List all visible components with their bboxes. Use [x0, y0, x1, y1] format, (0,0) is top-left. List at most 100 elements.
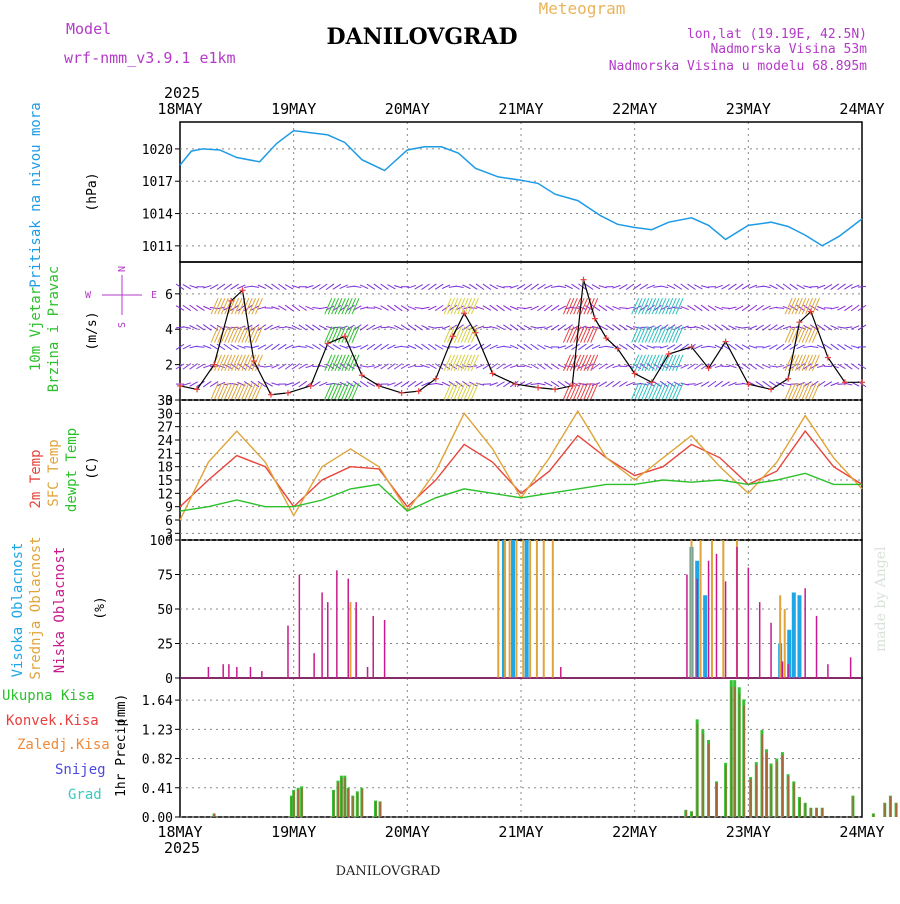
wind-arrow [468, 355, 475, 371]
compass-label: N [117, 266, 128, 272]
wind-arrow [537, 284, 545, 289]
precip-conv-bar [788, 776, 790, 817]
panel-frame [180, 400, 862, 540]
wind-arrow [844, 345, 852, 349]
precip-conv-bar [805, 803, 807, 817]
wind-arrow [722, 382, 730, 387]
precip-conv-bar [375, 801, 377, 817]
wind-arrow [789, 298, 796, 314]
precip-conv-bar [344, 778, 346, 817]
wind-arrow [183, 284, 191, 289]
bottom-time-label: 22MAY [612, 823, 657, 841]
wind-arrow [328, 298, 335, 314]
wind-arrow [415, 344, 423, 349]
wind-arrow [558, 346, 566, 348]
wind-arrow [817, 365, 825, 367]
wind-arrow [471, 383, 478, 399]
precip-conv-bar [348, 789, 350, 817]
wind-arrow [531, 306, 539, 310]
wind-arrow [844, 284, 852, 289]
wind-arrow [531, 384, 539, 385]
wind-arrow [503, 346, 511, 347]
wind-arrow [581, 327, 588, 343]
wind-arrow [353, 286, 361, 287]
precip-conv-bar [708, 744, 710, 817]
wind-arrow [756, 286, 764, 287]
wind-arrow [591, 383, 598, 399]
wind-arrow [381, 327, 389, 328]
wind-arrow [642, 355, 649, 371]
legend-graupel: Grad [68, 787, 102, 803]
precip-conv-bar [341, 778, 343, 817]
wind-arrow [333, 345, 341, 350]
compass-label: E [151, 290, 157, 301]
wind-arrow [497, 382, 505, 387]
wind-arrow [642, 298, 649, 314]
precip-conv-bar [739, 694, 741, 817]
wind-arrow [517, 284, 525, 289]
bottom-time-label: 23MAY [726, 823, 771, 841]
precip-conv-bar [761, 734, 763, 817]
wind-arrow [210, 285, 218, 289]
wind-arrow [656, 327, 663, 343]
y-tick-label: 12 [157, 487, 173, 502]
wind-arrow [599, 346, 607, 347]
wind-arrow [458, 327, 465, 343]
wind-arrow [694, 326, 702, 328]
wind-arrow [203, 286, 211, 288]
y-tick-label: 9 [165, 501, 173, 516]
precip-conv-bar [884, 803, 886, 817]
wind-arrow [265, 284, 273, 289]
bottom-time-label: 19MAY [271, 823, 316, 841]
wind-arrow [524, 365, 532, 368]
precip-conv-bar [357, 793, 359, 817]
y-tick-label: 0.41 [142, 782, 173, 797]
wind-arrow [183, 383, 191, 386]
mid-cloud-ylabel: Srednja Oblacnost [28, 536, 44, 679]
wind-arrow [360, 366, 368, 367]
wind-arrow [612, 285, 620, 288]
y-tick-label: 0.82 [142, 753, 173, 768]
wind-arrow [584, 327, 591, 343]
wind-arrow [802, 355, 809, 371]
precip-conv-bar [810, 808, 812, 817]
precip-conv-bar [361, 789, 363, 817]
y-tick-label: 30 [157, 407, 173, 422]
wind-arrow [237, 345, 245, 348]
wind-arrow [577, 355, 584, 371]
precip-conv-bar [750, 779, 752, 817]
y-tick-label: 25 [157, 638, 173, 653]
wind-arrow [824, 308, 832, 309]
panel-frame [180, 678, 862, 817]
wind-arrow [456, 286, 464, 287]
t2m-ylabel: 2m Temp [28, 449, 44, 508]
wind-arrow [401, 306, 409, 311]
wind-arrow [458, 355, 465, 371]
precip-conv-bar [697, 724, 699, 817]
wind-arrow [335, 298, 342, 314]
wind-arrow [676, 355, 683, 371]
wind-arrow [237, 285, 245, 289]
wind-arrow [335, 383, 342, 399]
precip-conv-bar [702, 734, 704, 817]
wind-arrow [838, 384, 846, 385]
wind-arrow [799, 383, 806, 399]
wind-arrow [722, 284, 730, 289]
pressure-unit: (hPa) [85, 172, 100, 211]
wind-arrow [858, 286, 866, 287]
wind-arrow [306, 286, 314, 289]
model-altitude-label: Nadmorska Visina u modelu 68.895m [609, 59, 867, 74]
wind-arrow [258, 345, 266, 349]
wind-arrow [742, 284, 750, 289]
wind-arrow [851, 346, 859, 348]
wind-arrow [673, 298, 680, 314]
wind-arrow [806, 383, 813, 399]
wind-arrow [415, 308, 423, 309]
wind-arrow [669, 355, 676, 371]
wind-arrow [451, 298, 458, 314]
wind-arrow [795, 355, 802, 371]
wind-arrow [673, 355, 680, 371]
wind-arrow [619, 382, 627, 387]
wind-ylabel-1: 10m Vjetar [28, 287, 44, 371]
